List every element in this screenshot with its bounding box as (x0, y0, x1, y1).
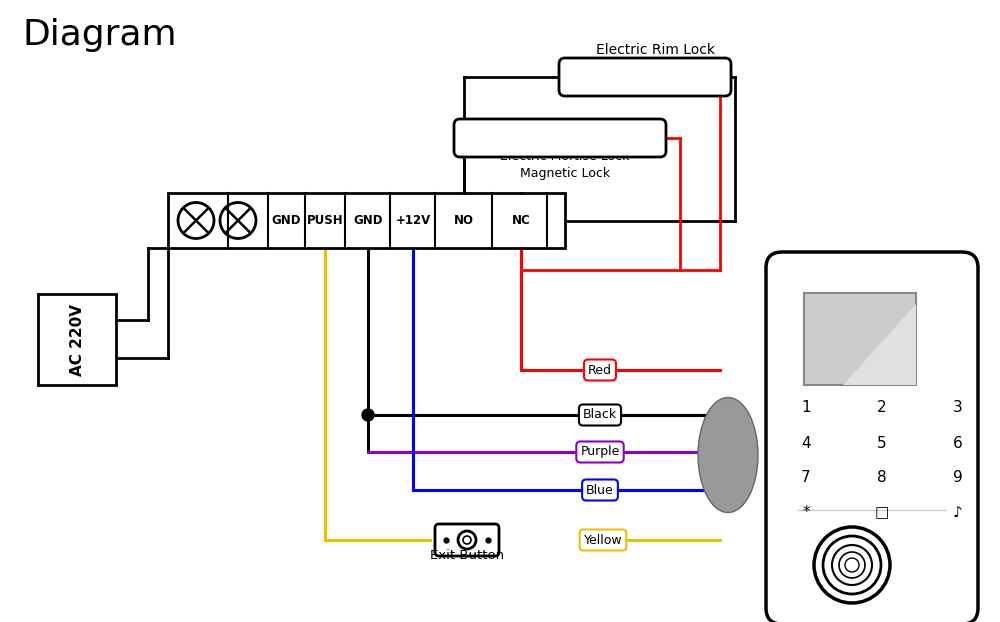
Text: NC: NC (512, 214, 530, 227)
Text: PUSH: PUSH (307, 214, 343, 227)
Text: Electric Mortise Lock
Magnetic Lock: Electric Mortise Lock Magnetic Lock (500, 150, 630, 180)
FancyBboxPatch shape (454, 119, 666, 157)
Text: 6: 6 (953, 435, 963, 450)
Text: 3: 3 (953, 401, 963, 415)
FancyBboxPatch shape (435, 524, 499, 556)
Text: Blue: Blue (586, 483, 614, 496)
Text: −: − (581, 68, 595, 86)
Text: 8: 8 (877, 470, 887, 486)
Text: Electric Rim Lock: Electric Rim Lock (596, 43, 714, 57)
Text: ♪: ♪ (953, 506, 963, 521)
Text: Purple: Purple (580, 445, 620, 458)
Bar (168, 193, 565, 248)
Text: Black: Black (583, 409, 617, 422)
Text: 5: 5 (877, 435, 887, 450)
Ellipse shape (698, 397, 758, 513)
Text: 9: 9 (953, 470, 963, 486)
Bar (804, 293, 916, 385)
Text: GND: GND (353, 214, 383, 227)
Text: +: + (635, 131, 648, 146)
FancyBboxPatch shape (559, 58, 731, 96)
Text: Red: Red (588, 363, 612, 376)
Text: 7: 7 (801, 470, 811, 486)
Text: *: * (802, 506, 810, 521)
Text: GND: GND (271, 214, 301, 227)
Text: Diagram: Diagram (22, 18, 177, 52)
Text: NO: NO (454, 214, 474, 227)
Text: 4: 4 (801, 435, 811, 450)
Text: □: □ (875, 506, 889, 521)
Polygon shape (843, 304, 916, 385)
Text: Exit Button: Exit Button (430, 549, 504, 562)
Bar (38, 294, 116, 385)
Text: +: + (700, 70, 713, 85)
Text: +12V: +12V (395, 214, 431, 227)
Text: 2: 2 (877, 401, 887, 415)
Circle shape (362, 409, 374, 421)
FancyBboxPatch shape (766, 252, 978, 622)
Text: AC 220V: AC 220V (70, 304, 84, 376)
Text: −: − (476, 129, 490, 147)
Text: 1: 1 (801, 401, 811, 415)
Text: Yellow: Yellow (584, 534, 622, 547)
